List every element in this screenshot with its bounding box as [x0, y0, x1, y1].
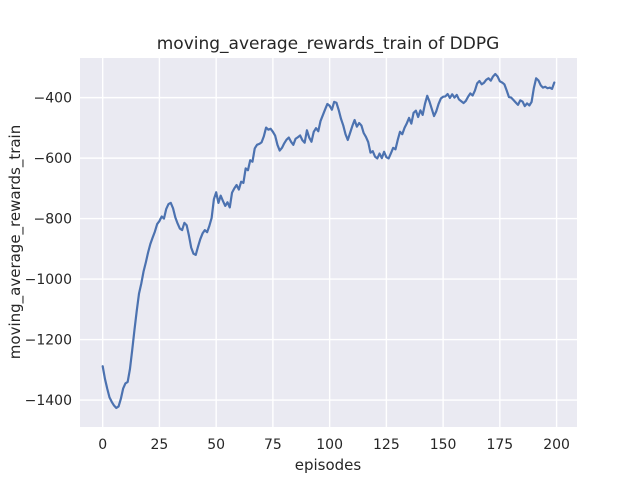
x-tick-label: 75 — [264, 437, 282, 453]
x-tick-label: 150 — [430, 437, 457, 453]
x-tick-label: 0 — [98, 437, 107, 453]
x-tick-label: 125 — [373, 437, 400, 453]
y-tick-label: −1200 — [25, 333, 72, 349]
x-tick-label: 25 — [151, 437, 169, 453]
x-tick-label: 50 — [207, 437, 225, 453]
y-tick-label: −1400 — [25, 393, 72, 409]
x-tick-label: 200 — [543, 437, 570, 453]
y-tick-label: −600 — [34, 151, 72, 167]
plot-background — [80, 58, 577, 427]
y-tick-label: −400 — [34, 91, 72, 107]
chart-title: moving_average_rewards_train of DDPG — [157, 34, 500, 54]
series-line-moving_average_rewards_train — [101, 72, 556, 410]
y-tick-label: −800 — [34, 212, 72, 228]
x-axis-label: episodes — [295, 456, 362, 474]
y-tick-label: −1000 — [25, 272, 72, 288]
x-tick-label: 100 — [316, 437, 343, 453]
x-tick-label: 175 — [486, 437, 513, 453]
series-lines — [101, 72, 556, 410]
tick-labels: 0 25 50 75 100 125 150 175 200 −400 −600 −800 −1000 −… — [25, 91, 570, 453]
plot-area — [80, 58, 577, 427]
y-axis-label: moving_average_rewards_train — [6, 125, 25, 359]
